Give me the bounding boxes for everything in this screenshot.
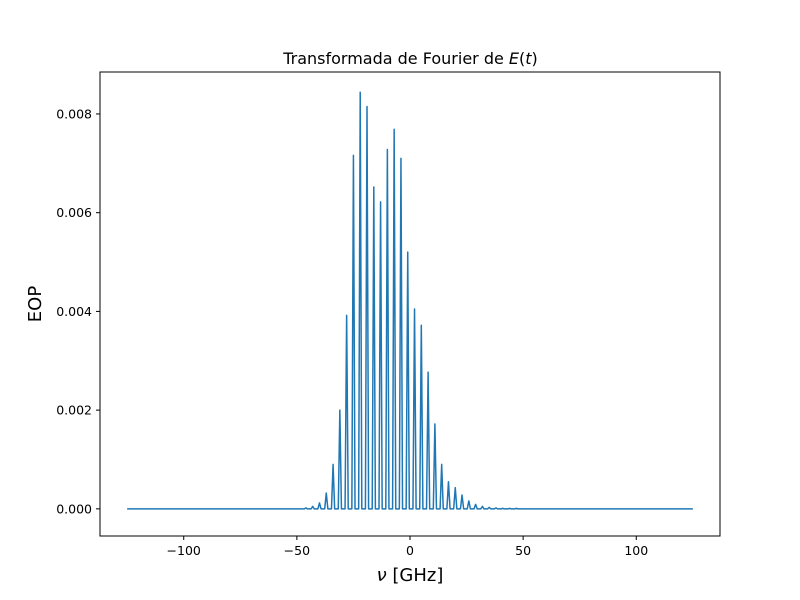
x-axis-label: ν [GHz] [377,565,444,586]
chart-title-math-close: ) [532,49,538,68]
y-axis-ticks: 0.000 0.002 0.004 0.006 0.008 [56,106,100,516]
y-tick-label: 0.004 [56,304,92,319]
chart-title-text: Transformada de Fourier de [282,49,509,68]
y-tick-label: 0.002 [56,403,92,418]
x-tick-label: −100 [167,543,201,558]
x-tick-label: 100 [624,543,648,558]
chart-title-math-e: E [509,49,520,68]
x-axis-label-symbol: ν [377,565,387,586]
plot-area [127,91,693,510]
series-line-eop [127,91,693,510]
x-axis-ticks: −100 −50 0 50 100 [167,536,648,558]
x-tick-label: 50 [515,543,531,558]
x-tick-label: 0 [406,543,414,558]
y-tick-label: 0.006 [56,205,92,220]
chart-title: Transformada de Fourier de E(t) [282,49,538,68]
chart-title-math-open: ( [519,49,525,68]
x-tick-label: −50 [284,543,310,558]
x-axis-label-unit: [GHz] [387,565,444,586]
y-axis-label: EOP [25,286,46,323]
y-tick-label: 0.008 [56,106,92,121]
chart-title-math-t: t [525,49,532,68]
y-tick-label: 0.000 [56,501,92,516]
